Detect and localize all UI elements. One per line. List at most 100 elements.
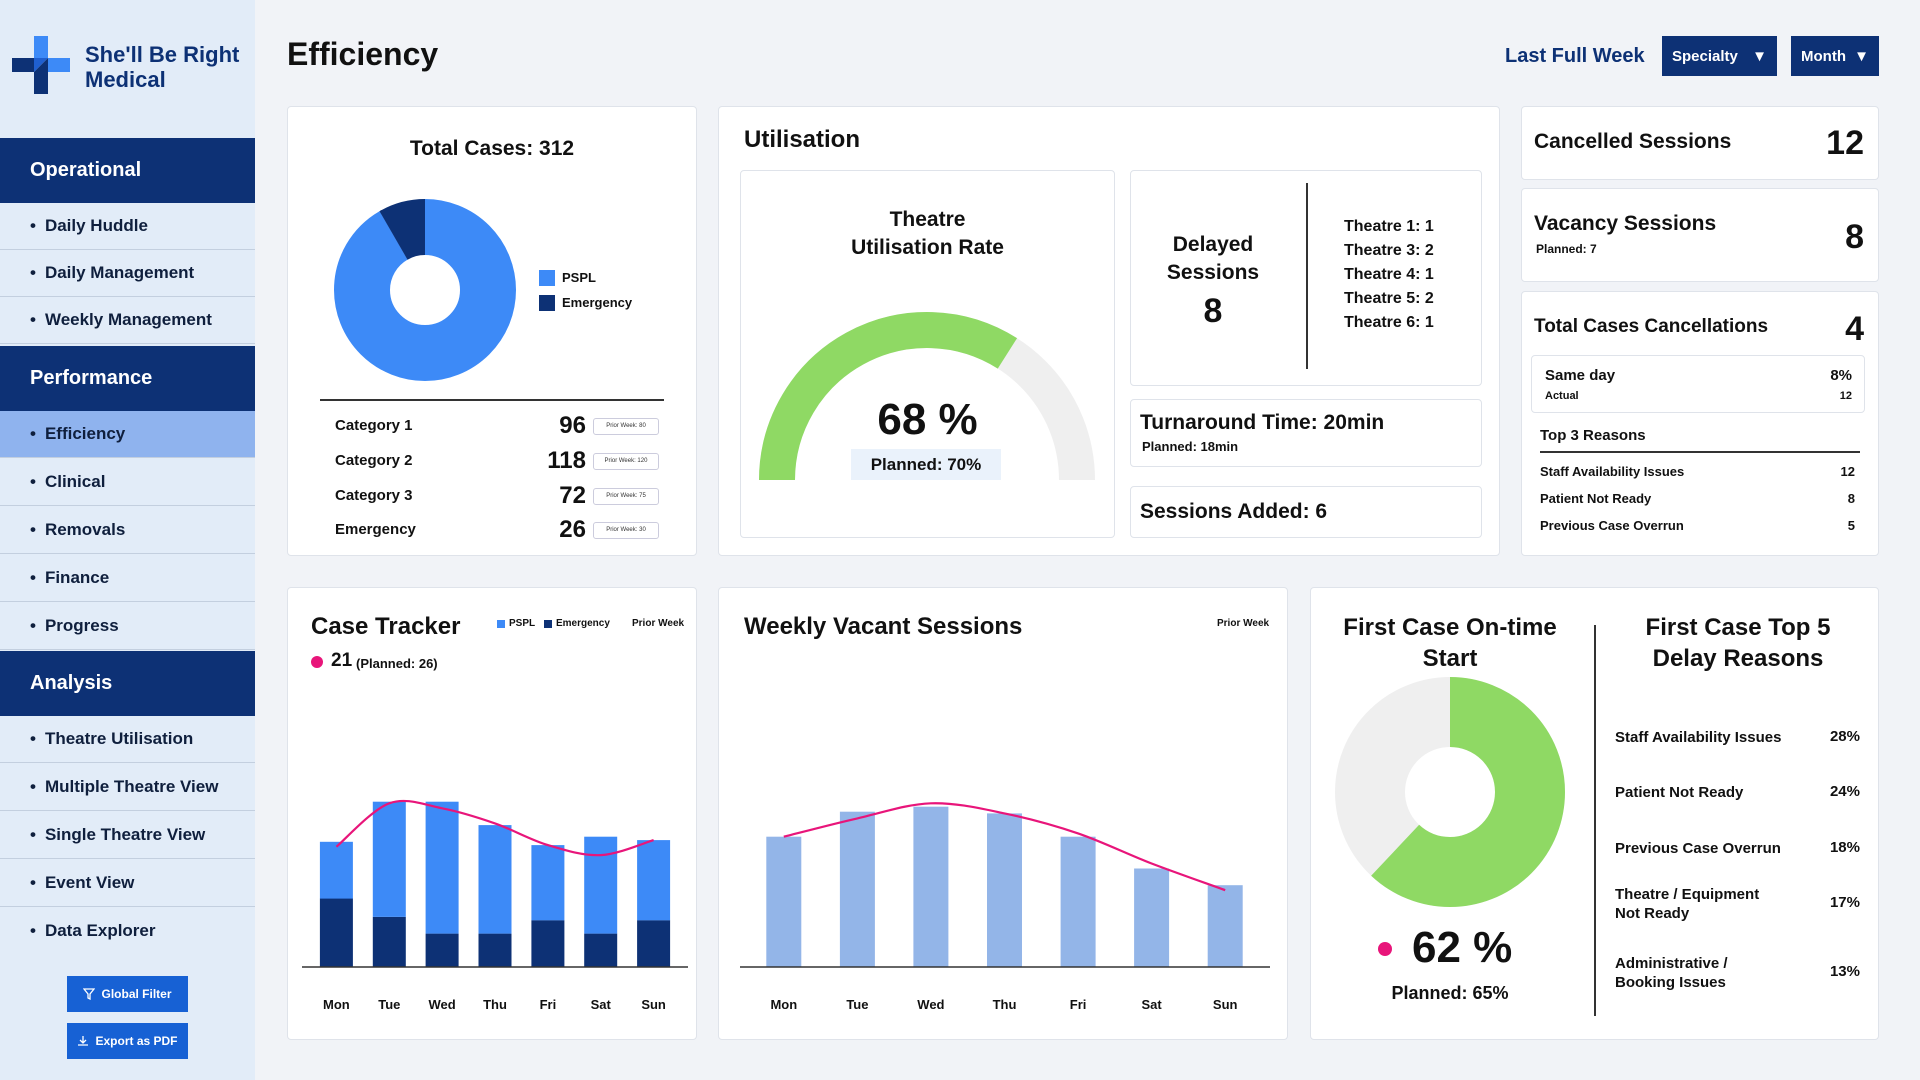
utilisation-rate-title-line2: Utilisation Rate: [851, 236, 1004, 259]
category-1-value: 96: [559, 412, 586, 439]
nav-single-theatre-view[interactable]: Single Theatre View: [0, 812, 255, 859]
filter-icon: [83, 988, 96, 1000]
category-2-prior: Prior Week: 120: [593, 453, 659, 470]
category-1-label: Category 1: [335, 417, 413, 434]
nav-progress[interactable]: Progress: [0, 603, 255, 650]
vacant-sessions-title: Weekly Vacant Sessions: [744, 613, 1023, 640]
legend-label-prior-week: Prior Week: [1217, 618, 1270, 629]
delay-reason-label: Administrative / Booking Issues: [1615, 954, 1728, 992]
nav-multiple-theatre-view[interactable]: Multiple Theatre View: [0, 764, 255, 811]
first-case-title-line1: First Case On-time: [1343, 614, 1557, 641]
category-3-prior: Prior Week: 75: [593, 488, 659, 505]
utilisation-title: Utilisation: [744, 126, 861, 153]
x-tick-label: Mon: [323, 997, 350, 1012]
legend-label-emergency: Emergency: [562, 295, 633, 310]
chevron-down-icon: ▼: [1752, 47, 1767, 65]
bar-emergency: [425, 933, 459, 967]
delay-reason-pct: 17%: [1829, 894, 1860, 911]
delay-reason-label-line2: Not Ready: [1615, 905, 1690, 922]
case-tracker-title: Case Tracker: [311, 613, 461, 640]
x-tick-label: Tue: [378, 997, 400, 1012]
first-case-title: First Case On-time Start: [1320, 612, 1580, 674]
total-cases-donut: [334, 199, 516, 381]
reason-value: 8: [1847, 491, 1855, 506]
export-pdf-button[interactable]: Export as PDF: [67, 1023, 188, 1059]
section-analysis[interactable]: Analysis: [0, 651, 255, 716]
cancelled-sessions-label: Cancelled Sessions: [1534, 130, 1732, 153]
theatre-delay-item: Theatre 6: 1: [1344, 314, 1434, 331]
x-tick-label: Sat: [1141, 997, 1162, 1012]
line-prior-week: [335, 799, 654, 857]
bar-value: [1134, 868, 1170, 967]
delay-reasons-title-line2: Delay Reasons: [1652, 645, 1824, 672]
delay-reasons-title-line1: First Case Top 5: [1645, 614, 1831, 641]
cases-cancellations-card: [1521, 291, 1879, 556]
specialty-dropdown-label: Specialty: [1672, 47, 1738, 65]
month-dropdown[interactable]: Month ▼: [1791, 36, 1879, 76]
bar-emergency: [478, 933, 512, 967]
bar-pspl: [319, 841, 353, 899]
same-day-label: Same day: [1545, 367, 1616, 384]
specialty-dropdown[interactable]: Specialty ▼: [1662, 36, 1777, 76]
brand-logo[interactable]: She'll Be Right Medical: [12, 36, 252, 98]
legend-label-pspl: PSPL: [509, 618, 536, 629]
sessions-added-panel: [1130, 486, 1482, 538]
delay-reason-label-line1: Previous Case Overrun: [1615, 840, 1781, 857]
bar-pspl: [584, 836, 618, 934]
gauge-fill: [759, 312, 1018, 481]
donut-slice-on-time: [1335, 677, 1565, 907]
nav-removals[interactable]: Removals: [0, 507, 255, 554]
delay-reason-pct: 24%: [1829, 783, 1860, 800]
bar-pspl: [372, 801, 406, 917]
x-tick-label: Wed: [428, 997, 455, 1012]
legend-label-prior-week: Prior Week: [632, 618, 685, 629]
cancelled-sessions-value: 12: [1826, 124, 1864, 162]
nav-weekly-management[interactable]: Weekly Management: [0, 297, 255, 344]
x-tick-label: Thu: [993, 997, 1017, 1012]
delay-reason-label-line1: Theatre / Equipment: [1615, 886, 1760, 903]
sidebar: She'll Be Right Medical Operational Dail…: [0, 0, 255, 1080]
nav-event-view[interactable]: Event View: [0, 860, 255, 907]
nav-finance[interactable]: Finance: [0, 555, 255, 602]
theatre-delay-list: Theatre 1: 1 Theatre 3: 2 Theatre 4: 1 T…: [1344, 215, 1434, 335]
theatre-delay-item: Theatre 3: 2: [1344, 242, 1434, 259]
nav-theatre-utilisation[interactable]: Theatre Utilisation: [0, 716, 255, 763]
top3-title: Top 3 Reasons: [1540, 427, 1646, 444]
global-filter-button[interactable]: Global Filter: [67, 976, 188, 1012]
legend-swatch-pspl: [539, 270, 555, 286]
vacancy-planned: Planned: 7: [1536, 242, 1597, 256]
nav-efficiency[interactable]: Efficiency: [0, 411, 255, 458]
turnaround-panel: [1130, 399, 1482, 467]
nav-clinical[interactable]: Clinical: [0, 459, 255, 506]
cross-logo-icon: [12, 36, 70, 94]
vacancy-sessions-card: [1521, 188, 1879, 282]
first-case-planned: Planned: 65%: [1391, 983, 1509, 1003]
section-performance[interactable]: Performance: [0, 346, 255, 411]
legend-swatch-emergency: [544, 620, 552, 628]
theatre-delay-item: Theatre 4: 1: [1344, 266, 1434, 283]
actual-value: 12: [1839, 390, 1852, 402]
cases-cancellations-label: Total Cases Cancellations: [1534, 316, 1769, 337]
date-range-link[interactable]: Last Full Week: [1505, 45, 1645, 67]
section-operational[interactable]: Operational: [0, 138, 255, 203]
divider: [320, 399, 664, 401]
download-icon: [78, 1036, 89, 1046]
nav-daily-management[interactable]: Daily Management: [0, 250, 255, 297]
export-pdf-label: Export as PDF: [95, 1034, 178, 1048]
brand-name-line1: She'll Be Right: [85, 42, 240, 67]
bar-emergency: [319, 898, 353, 967]
bar-emergency: [372, 916, 406, 967]
x-tick-label: Wed: [917, 997, 944, 1012]
category-2-value: 118: [547, 447, 586, 474]
legend-swatch-emergency: [539, 295, 555, 311]
case-tracker-value: 21: [331, 650, 353, 671]
delay-reason-label: Patient Not Ready: [1615, 783, 1743, 802]
x-tick-label: Fri: [1070, 997, 1087, 1012]
nav-data-explorer[interactable]: Data Explorer: [0, 908, 255, 955]
utilisation-rate-title: Theatre Utilisation Rate: [740, 206, 1115, 262]
x-tick-label: Mon: [770, 997, 797, 1012]
divider: [1594, 625, 1596, 1016]
delay-reason-label-line1: Administrative /: [1615, 955, 1728, 972]
nav-daily-huddle[interactable]: Daily Huddle: [0, 203, 255, 250]
x-tick-label: Fri: [540, 997, 557, 1012]
